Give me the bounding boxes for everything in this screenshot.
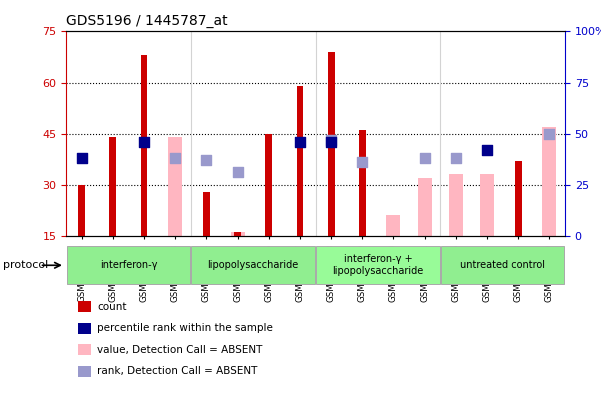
- Text: untreated control: untreated control: [460, 260, 545, 270]
- Point: [326, 139, 336, 145]
- Bar: [480, 174, 494, 236]
- Point: [482, 147, 492, 153]
- Bar: [316, 246, 439, 284]
- Bar: [542, 127, 557, 236]
- Bar: [386, 215, 400, 236]
- Point: [201, 157, 211, 163]
- Point: [326, 137, 336, 143]
- Point: [77, 155, 87, 161]
- Text: percentile rank within the sample: percentile rank within the sample: [97, 323, 273, 333]
- Bar: [514, 161, 522, 236]
- Text: rank, Detection Call = ABSENT: rank, Detection Call = ABSENT: [97, 366, 258, 376]
- Bar: [168, 137, 182, 236]
- Bar: [141, 55, 147, 236]
- Text: GDS5196 / 1445787_at: GDS5196 / 1445787_at: [66, 14, 228, 28]
- Bar: [441, 246, 564, 284]
- Bar: [359, 130, 366, 236]
- Text: interferon-γ: interferon-γ: [100, 260, 157, 270]
- Bar: [78, 185, 85, 236]
- Text: count: count: [97, 301, 127, 312]
- Point: [139, 139, 149, 145]
- Bar: [192, 246, 315, 284]
- Bar: [234, 232, 241, 236]
- Point: [545, 130, 554, 137]
- Bar: [296, 86, 304, 236]
- Text: protocol: protocol: [3, 260, 48, 270]
- Bar: [265, 134, 272, 236]
- Text: interferon-γ +
lipopolysaccharide: interferon-γ + lipopolysaccharide: [332, 255, 424, 276]
- Bar: [328, 52, 335, 236]
- Point: [171, 155, 180, 161]
- Point: [295, 139, 305, 145]
- Bar: [67, 246, 190, 284]
- Bar: [449, 174, 463, 236]
- Point: [420, 155, 430, 161]
- Text: lipopolysaccharide: lipopolysaccharide: [207, 260, 299, 270]
- Point: [451, 155, 460, 161]
- Point: [358, 159, 367, 165]
- Bar: [418, 178, 432, 236]
- Bar: [109, 137, 117, 236]
- Bar: [231, 232, 245, 236]
- Point: [233, 169, 242, 176]
- Text: value, Detection Call = ABSENT: value, Detection Call = ABSENT: [97, 345, 263, 355]
- Bar: [203, 191, 210, 236]
